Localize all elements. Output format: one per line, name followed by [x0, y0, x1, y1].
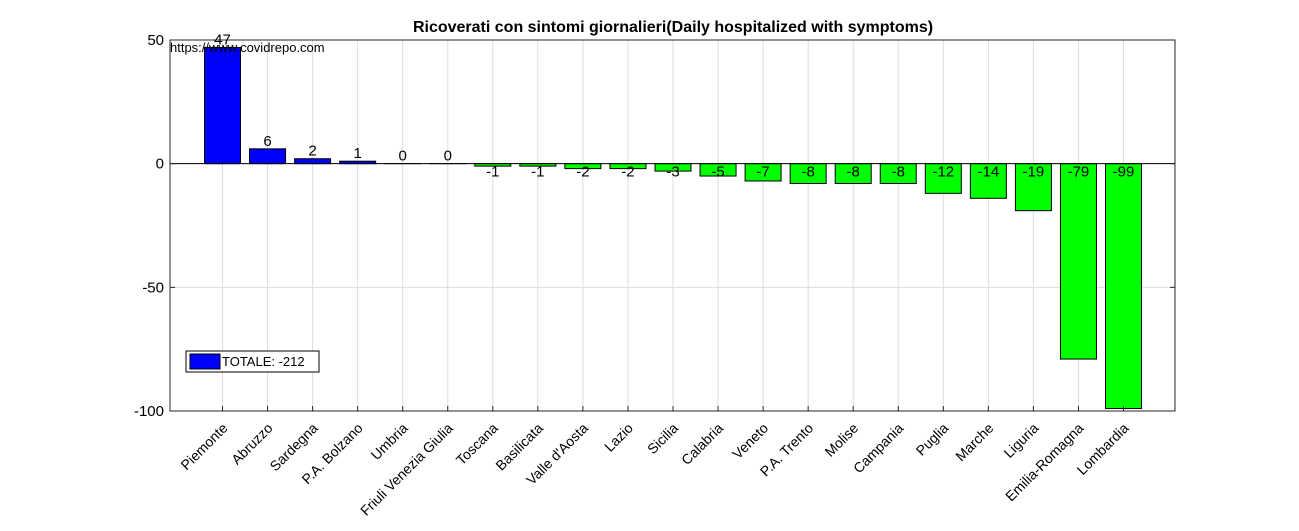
y-tick-label: 50 — [147, 32, 164, 49]
data-label: 2 — [308, 143, 316, 160]
bar — [204, 46, 241, 165]
data-label: -99 — [1113, 164, 1135, 181]
data-label: -2 — [576, 164, 589, 181]
bar — [969, 163, 1007, 199]
data-labels: 47 6 2 1 0 0 -1 -1 -2 -2 -3 -5 -7 -8 -8 -8 -12 -14 -19 -79 -… — [214, 31, 1134, 180]
data-label: -2 — [621, 164, 634, 181]
data-label: -1 — [531, 164, 544, 181]
bar — [1059, 163, 1097, 360]
data-label: -3 — [666, 164, 679, 181]
data-label: -14 — [978, 164, 1000, 181]
bar — [249, 148, 287, 165]
y-tick-label: 0 — [156, 156, 164, 173]
data-label: 47 — [214, 31, 231, 48]
bar — [924, 163, 962, 194]
data-label: 0 — [399, 148, 407, 165]
legend-label: TOTALE: -212 — [222, 354, 305, 369]
data-label: -5 — [711, 164, 724, 181]
data-label: -1 — [486, 164, 499, 181]
bar — [1105, 163, 1142, 410]
source-note: https://www.covidrepo.com — [170, 40, 325, 55]
data-label: -19 — [1023, 164, 1045, 181]
bars — [204, 46, 1142, 410]
y-tick-label: -50 — [142, 279, 164, 296]
data-label: 1 — [353, 145, 361, 162]
data-label: 6 — [263, 133, 271, 150]
data-label: -8 — [847, 164, 860, 181]
y-tick-label: -100 — [134, 403, 164, 420]
legend-swatch — [189, 353, 221, 370]
bar — [1014, 163, 1052, 212]
data-label: -7 — [756, 164, 769, 181]
data-label: -12 — [932, 164, 954, 181]
data-label: -8 — [801, 164, 814, 181]
legend: TOTALE: -212 — [185, 350, 320, 373]
data-label: 0 — [444, 148, 452, 165]
chart-title: Ricoverati con sintomi giornalieri(Daily… — [413, 19, 933, 36]
data-label: -8 — [892, 164, 905, 181]
data-label: -79 — [1068, 164, 1090, 181]
